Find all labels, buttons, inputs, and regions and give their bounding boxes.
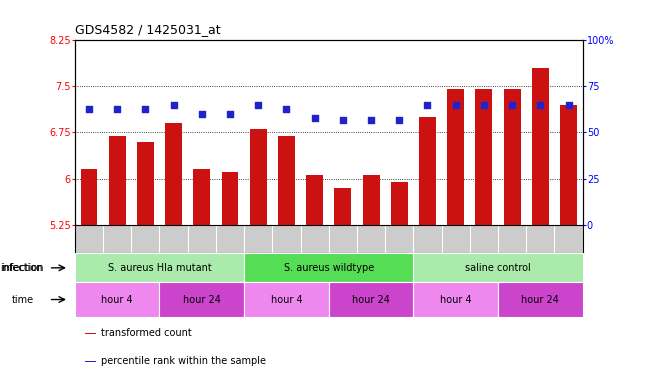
Point [366, 116, 376, 122]
Point [450, 102, 461, 108]
Bar [498, 282, 583, 317]
Point [309, 115, 320, 121]
Bar [413, 282, 498, 317]
Point [140, 106, 150, 112]
Bar [335, 188, 352, 225]
Point [84, 106, 94, 112]
Point [112, 106, 122, 112]
Bar [363, 175, 380, 225]
Bar [193, 169, 210, 225]
Bar [244, 253, 413, 282]
Bar [244, 282, 329, 317]
Bar [419, 117, 436, 225]
Bar [278, 136, 295, 225]
Bar [165, 123, 182, 225]
Text: infection: infection [1, 263, 44, 273]
Bar [159, 282, 244, 317]
Point [478, 102, 489, 108]
Bar [306, 175, 323, 225]
Bar [504, 89, 521, 225]
Text: hour 24: hour 24 [183, 295, 221, 305]
Point [225, 111, 235, 117]
Bar [221, 172, 238, 225]
Text: transformed count: transformed count [101, 328, 191, 338]
Bar [75, 253, 244, 282]
Point [422, 102, 433, 108]
Point [563, 102, 574, 108]
Point [169, 102, 179, 108]
Point [507, 102, 518, 108]
Bar [329, 282, 413, 317]
Bar [413, 253, 583, 282]
Bar [85, 361, 96, 362]
Bar [250, 129, 267, 225]
Text: hour 24: hour 24 [521, 295, 559, 305]
Text: saline control: saline control [465, 263, 531, 273]
Point [197, 111, 207, 117]
Bar [475, 89, 492, 225]
Point [281, 106, 292, 112]
Text: time: time [12, 295, 33, 305]
Bar [532, 68, 549, 225]
Point [338, 116, 348, 122]
Bar [75, 282, 159, 317]
Point [253, 102, 264, 108]
Point [394, 116, 404, 122]
Bar [137, 142, 154, 225]
Bar [391, 182, 408, 225]
Text: infection: infection [0, 263, 42, 273]
Bar [85, 333, 96, 334]
Bar [109, 136, 126, 225]
Text: GDS4582 / 1425031_at: GDS4582 / 1425031_at [75, 23, 221, 36]
Text: hour 4: hour 4 [102, 295, 133, 305]
Text: hour 4: hour 4 [440, 295, 471, 305]
Text: S. aureus Hla mutant: S. aureus Hla mutant [107, 263, 212, 273]
Point [535, 102, 546, 108]
Text: hour 24: hour 24 [352, 295, 390, 305]
Text: S. aureus wildtype: S. aureus wildtype [284, 263, 374, 273]
Text: hour 4: hour 4 [271, 295, 302, 305]
Bar [560, 105, 577, 225]
Bar [447, 89, 464, 225]
Text: percentile rank within the sample: percentile rank within the sample [101, 356, 266, 366]
Bar [81, 169, 98, 225]
